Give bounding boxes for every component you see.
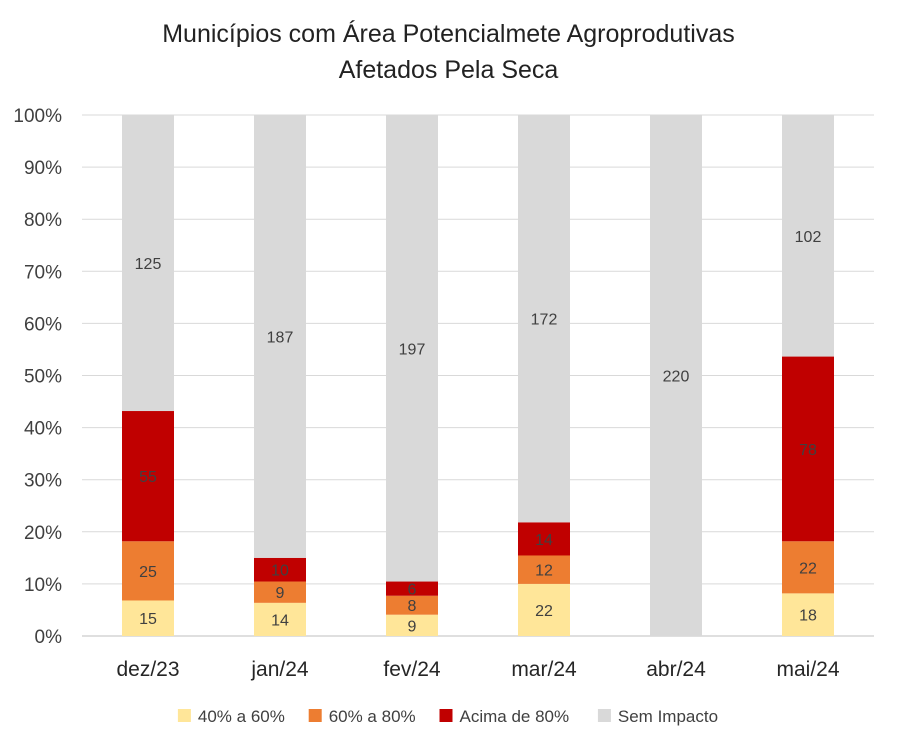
y-tick-label: 70% bbox=[24, 262, 62, 283]
y-tick-label: 100% bbox=[13, 106, 62, 127]
data-label: 220 bbox=[663, 369, 690, 386]
legend-label: 40% a 60% bbox=[198, 707, 285, 726]
bar-segment bbox=[386, 595, 438, 615]
bar-segment bbox=[518, 522, 570, 556]
data-label: 187 bbox=[267, 329, 294, 346]
bar-segment bbox=[386, 115, 438, 582]
bar-segment bbox=[122, 541, 174, 601]
bar-segment bbox=[122, 411, 174, 542]
y-tick-label: 0% bbox=[35, 627, 63, 648]
x-tick-label: jan/24 bbox=[250, 658, 309, 681]
y-tick-label: 90% bbox=[24, 158, 62, 179]
x-tick-label: mar/24 bbox=[511, 658, 577, 681]
y-tick-label: 30% bbox=[24, 471, 62, 492]
bar-segment bbox=[782, 593, 834, 636]
data-label: 102 bbox=[795, 229, 822, 246]
data-label: 14 bbox=[271, 612, 289, 629]
data-label: 14 bbox=[535, 532, 553, 549]
bar-segment bbox=[782, 115, 834, 357]
data-label: 10 bbox=[271, 563, 289, 580]
data-label: 78 bbox=[799, 442, 817, 459]
bar-segment bbox=[386, 614, 438, 636]
data-label: 197 bbox=[399, 341, 426, 358]
legend-swatch bbox=[439, 709, 453, 722]
y-tick-label: 60% bbox=[24, 314, 62, 335]
bar-segment bbox=[782, 541, 834, 594]
data-label: 25 bbox=[139, 564, 157, 581]
chart-title-line-1: Municípios com Área Potencialmete Agropr… bbox=[162, 20, 735, 48]
bar-segment bbox=[650, 115, 702, 636]
bar-segment bbox=[122, 600, 174, 636]
data-label: 9 bbox=[276, 585, 285, 602]
legend-label: Acima de 80% bbox=[460, 707, 570, 726]
data-label: 8 bbox=[408, 598, 417, 615]
x-tick-label: fev/24 bbox=[383, 658, 441, 681]
bar-segment bbox=[254, 115, 306, 558]
y-tick-label: 40% bbox=[24, 419, 62, 440]
legend-swatch bbox=[177, 709, 191, 722]
legend-label: 60% a 80% bbox=[329, 707, 416, 726]
legend-swatch bbox=[308, 709, 322, 722]
legend-label: Sem Impacto bbox=[618, 707, 718, 726]
bar-segment bbox=[518, 115, 570, 523]
y-tick-label: 20% bbox=[24, 523, 62, 544]
y-tick-label: 50% bbox=[24, 367, 62, 388]
x-tick-label: abr/24 bbox=[646, 658, 706, 681]
y-tick-label: 10% bbox=[24, 575, 62, 596]
data-label: 9 bbox=[408, 618, 417, 635]
x-tick-label: mai/24 bbox=[776, 658, 839, 681]
data-label: 15 bbox=[139, 611, 157, 628]
bar-segment bbox=[122, 115, 174, 412]
data-label: 22 bbox=[535, 603, 553, 620]
x-tick-label: dez/23 bbox=[116, 658, 179, 681]
y-tick-label: 80% bbox=[24, 210, 62, 231]
data-label: 125 bbox=[135, 256, 162, 273]
bar-segment bbox=[782, 356, 834, 542]
data-label: 55 bbox=[139, 469, 157, 486]
data-label: 22 bbox=[799, 560, 817, 577]
bar-segment bbox=[254, 602, 306, 636]
chart-title-line-2: Afetados Pela Seca bbox=[338, 56, 559, 84]
data-label: 6 bbox=[408, 582, 417, 599]
data-label: 172 bbox=[531, 312, 558, 329]
bar-segment bbox=[518, 583, 570, 636]
data-label: 12 bbox=[535, 563, 553, 580]
bar-segment bbox=[254, 557, 306, 582]
legend-swatch bbox=[597, 709, 611, 722]
bar-segment bbox=[518, 555, 570, 584]
bar-segment bbox=[254, 581, 306, 603]
data-label: 18 bbox=[799, 608, 817, 625]
bar-segment bbox=[386, 581, 438, 596]
